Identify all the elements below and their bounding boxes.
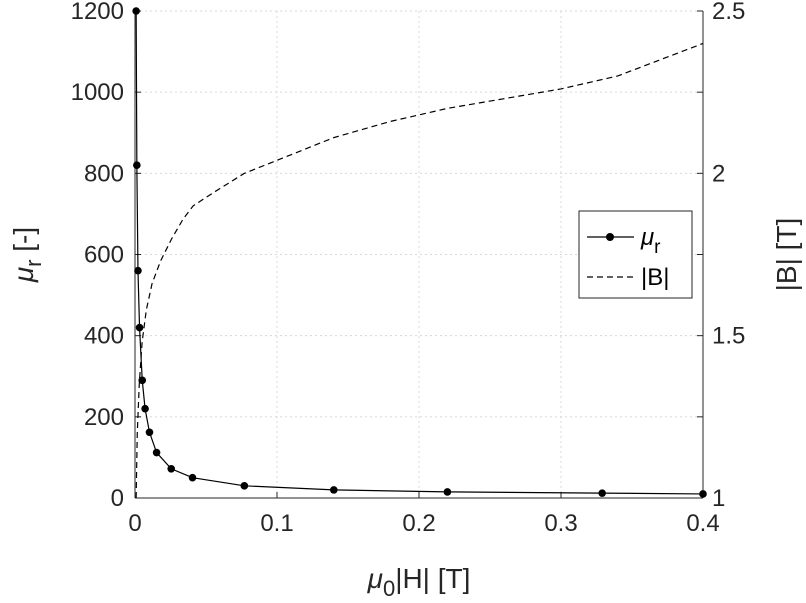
data-point [141, 404, 149, 413]
axes: 0 0.1 0.2 0.3 0.4 0 200 400 600 800 1000 1200 1 1.5 2 2… [71, 0, 746, 537]
data-point [132, 7, 140, 15]
series-layer [132, 7, 707, 499]
y-left-tick-label: 600 [84, 242, 124, 269]
y-right-axis-label: |B| [T] [771, 218, 802, 292]
legend-label: μr [640, 224, 661, 258]
series-line [135, 42, 704, 499]
data-point [138, 376, 147, 385]
data-point [133, 161, 141, 170]
x-tick-label: 0.1 [260, 510, 293, 537]
data-point [188, 473, 197, 482]
y-left-tick-label: 1000 [71, 79, 124, 106]
data-point [330, 486, 338, 494]
x-tick-label: 0 [128, 510, 141, 537]
x-tick-label: 0.2 [402, 510, 435, 537]
data-point [135, 323, 144, 332]
legend-marker [606, 233, 614, 241]
y-left-tick-label: 1200 [71, 0, 124, 25]
data-point [167, 464, 176, 473]
data-point [145, 428, 154, 437]
data-point [699, 490, 707, 498]
data-point [598, 489, 606, 497]
y-left-tick-label: 400 [84, 323, 124, 350]
legend: μr |B| [578, 210, 693, 299]
legend-box [578, 210, 693, 299]
x-tick-label: 0.4 [686, 510, 719, 537]
data-point [134, 266, 142, 275]
y-left-axis-label: μr [-] [8, 227, 46, 283]
y-right-tick-label: 1.5 [712, 323, 745, 350]
x-tick-label: 0.3 [544, 510, 577, 537]
y-right-tick-label: 1 [712, 485, 725, 512]
data-point [443, 488, 452, 496]
data-point [152, 448, 161, 457]
x-axis-label: μ0|H| [T] [367, 563, 471, 601]
y-left-tick-label: 0 [111, 485, 124, 512]
y-right-tick-label: 2 [712, 160, 725, 187]
data-point [240, 482, 249, 490]
axis-labels: μ0|H| [T] μr [-] |B| [T] [8, 218, 802, 601]
legend-label: |B| [641, 264, 669, 291]
y-right-tick-label: 2.5 [712, 0, 745, 25]
y-left-tick-label: 800 [84, 160, 124, 187]
y-left-tick-label: 200 [84, 404, 124, 431]
